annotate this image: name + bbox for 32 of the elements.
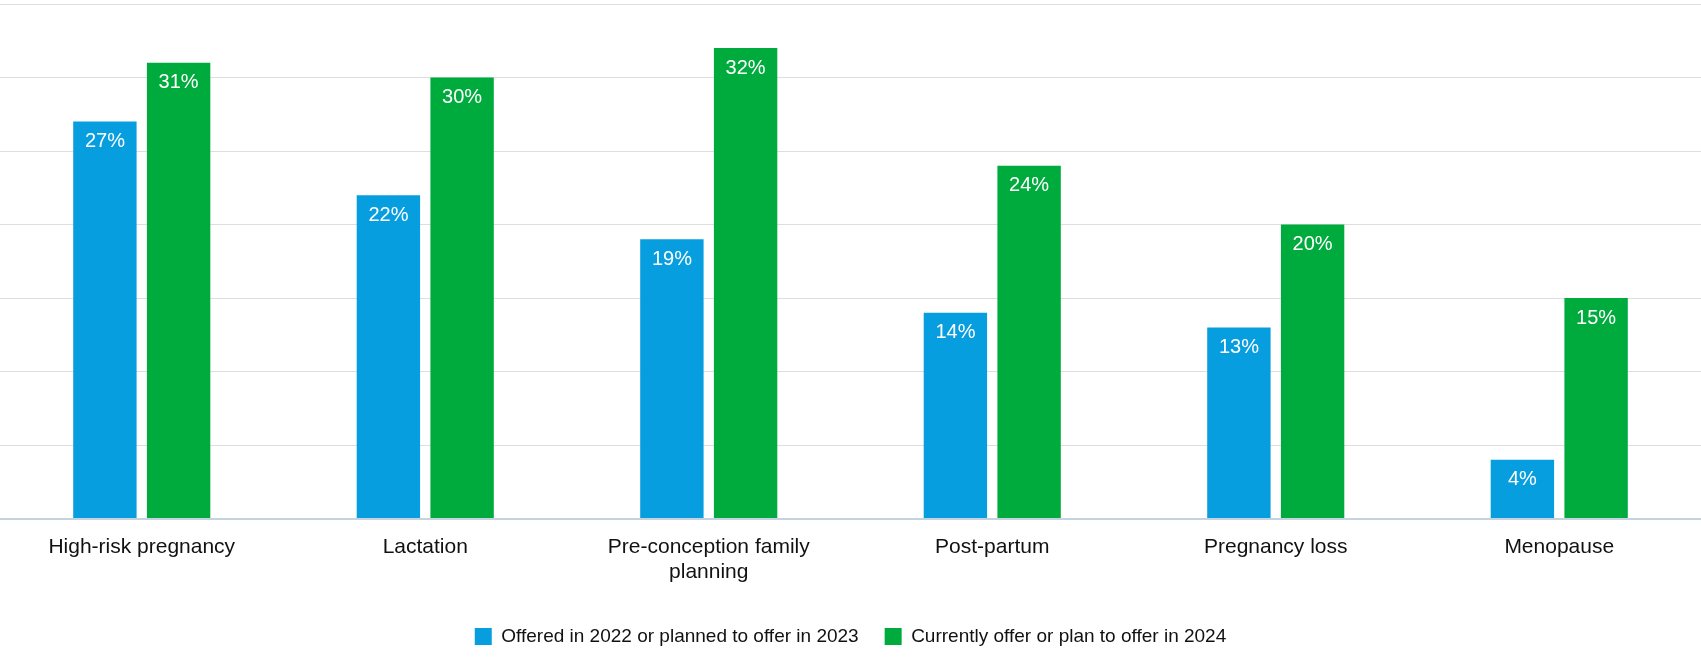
data-label: 19% [651,246,693,269]
data-label: 4% [1507,467,1538,490]
data-label: 14% [935,320,976,343]
bar [146,62,211,519]
bar [640,239,704,519]
data-label: 30% [442,85,483,108]
bar [1564,298,1628,519]
bar [356,195,421,519]
bar [997,165,1061,519]
x-tick-label: Post-partum [935,534,1050,557]
data-label: 15% [1576,305,1617,328]
bar [923,312,988,519]
data-label: 24% [1009,173,1050,196]
data-label: 22% [368,202,409,225]
legend-label: Currently offer or plan to offer in 2024 [911,624,1227,646]
legend-label: Offered in 2022 or planned to offer in 2023 [501,624,859,646]
data-label: 32% [725,55,766,78]
bar [1280,224,1345,519]
x-tick-label: High-risk pregnancy [48,534,236,557]
data-label: 20% [1292,232,1333,255]
x-tick-label: Pregnancy loss [1203,534,1348,557]
x-tick-label: Lactation [382,534,468,557]
x-tick-label: Pre-conception family planning [607,534,811,583]
data-label: 13% [1218,334,1260,357]
x-tick-label: Menopause [1504,534,1615,557]
bar [1207,327,1271,519]
data-label: 31% [158,70,199,93]
bar [1490,459,1555,519]
bar [430,77,494,519]
bar [713,48,778,519]
data-label: 27% [84,129,126,152]
bar [73,121,137,519]
